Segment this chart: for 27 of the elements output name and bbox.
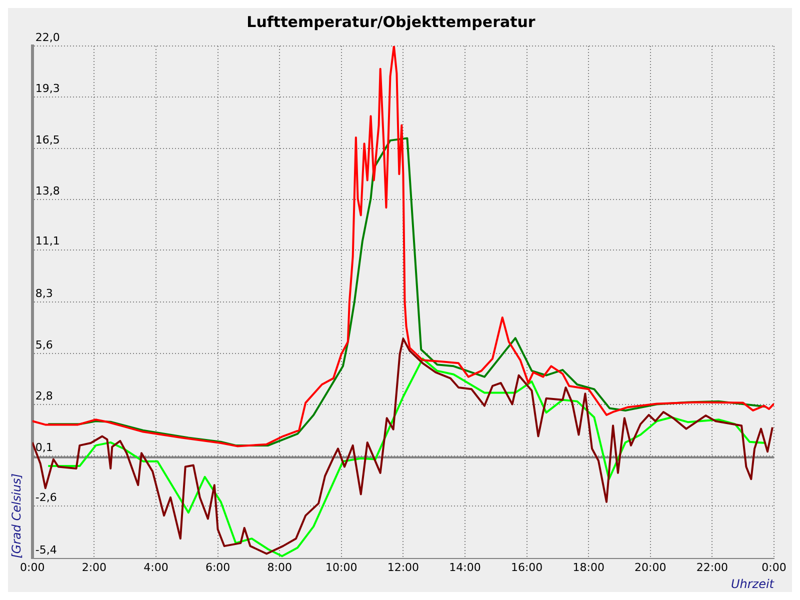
x-axis-title: Uhrzeit (730, 576, 776, 591)
y-tick-label: 2,8 (35, 390, 53, 403)
y-tick-label: -2,6 (35, 490, 57, 504)
x-tick-label: 10:00 (326, 560, 358, 574)
x-tick-label: 16:00 (510, 560, 543, 574)
y-tick-label: 11,1 (35, 234, 60, 248)
y-axis-title: [Grad Celsius] (9, 473, 24, 558)
x-tick-label: 20:00 (634, 560, 666, 574)
x-tick-label: 0:00 (20, 560, 45, 574)
x-tick-label: 22:00 (696, 560, 728, 574)
chart-title: Lufttemperatur/Objekttemperatur (246, 12, 536, 31)
y-tick-label: 13,8 (35, 184, 60, 198)
x-tick-label: 18:00 (572, 560, 604, 574)
y-tick-label: 19,3 (35, 82, 60, 96)
x-tick-label: 14:00 (449, 560, 481, 574)
y-tick-label: 5,6 (35, 338, 53, 352)
y-tick-label: 0,1 (35, 440, 53, 454)
y-tick-label: 22,0 (35, 30, 60, 44)
y-tick-label: 8,3 (35, 287, 53, 300)
x-tick-label: 0:00 (762, 560, 786, 574)
y-tick-label: 16,5 (35, 133, 60, 146)
x-tick-label: 4:00 (144, 560, 168, 574)
x-tick-label: 8:00 (267, 560, 292, 574)
x-tick-label: 6:00 (205, 560, 230, 574)
x-tick-label: 2:00 (82, 560, 107, 574)
x-tick-label: 12:00 (387, 560, 420, 574)
y-tick-label: -5,4 (35, 543, 57, 556)
